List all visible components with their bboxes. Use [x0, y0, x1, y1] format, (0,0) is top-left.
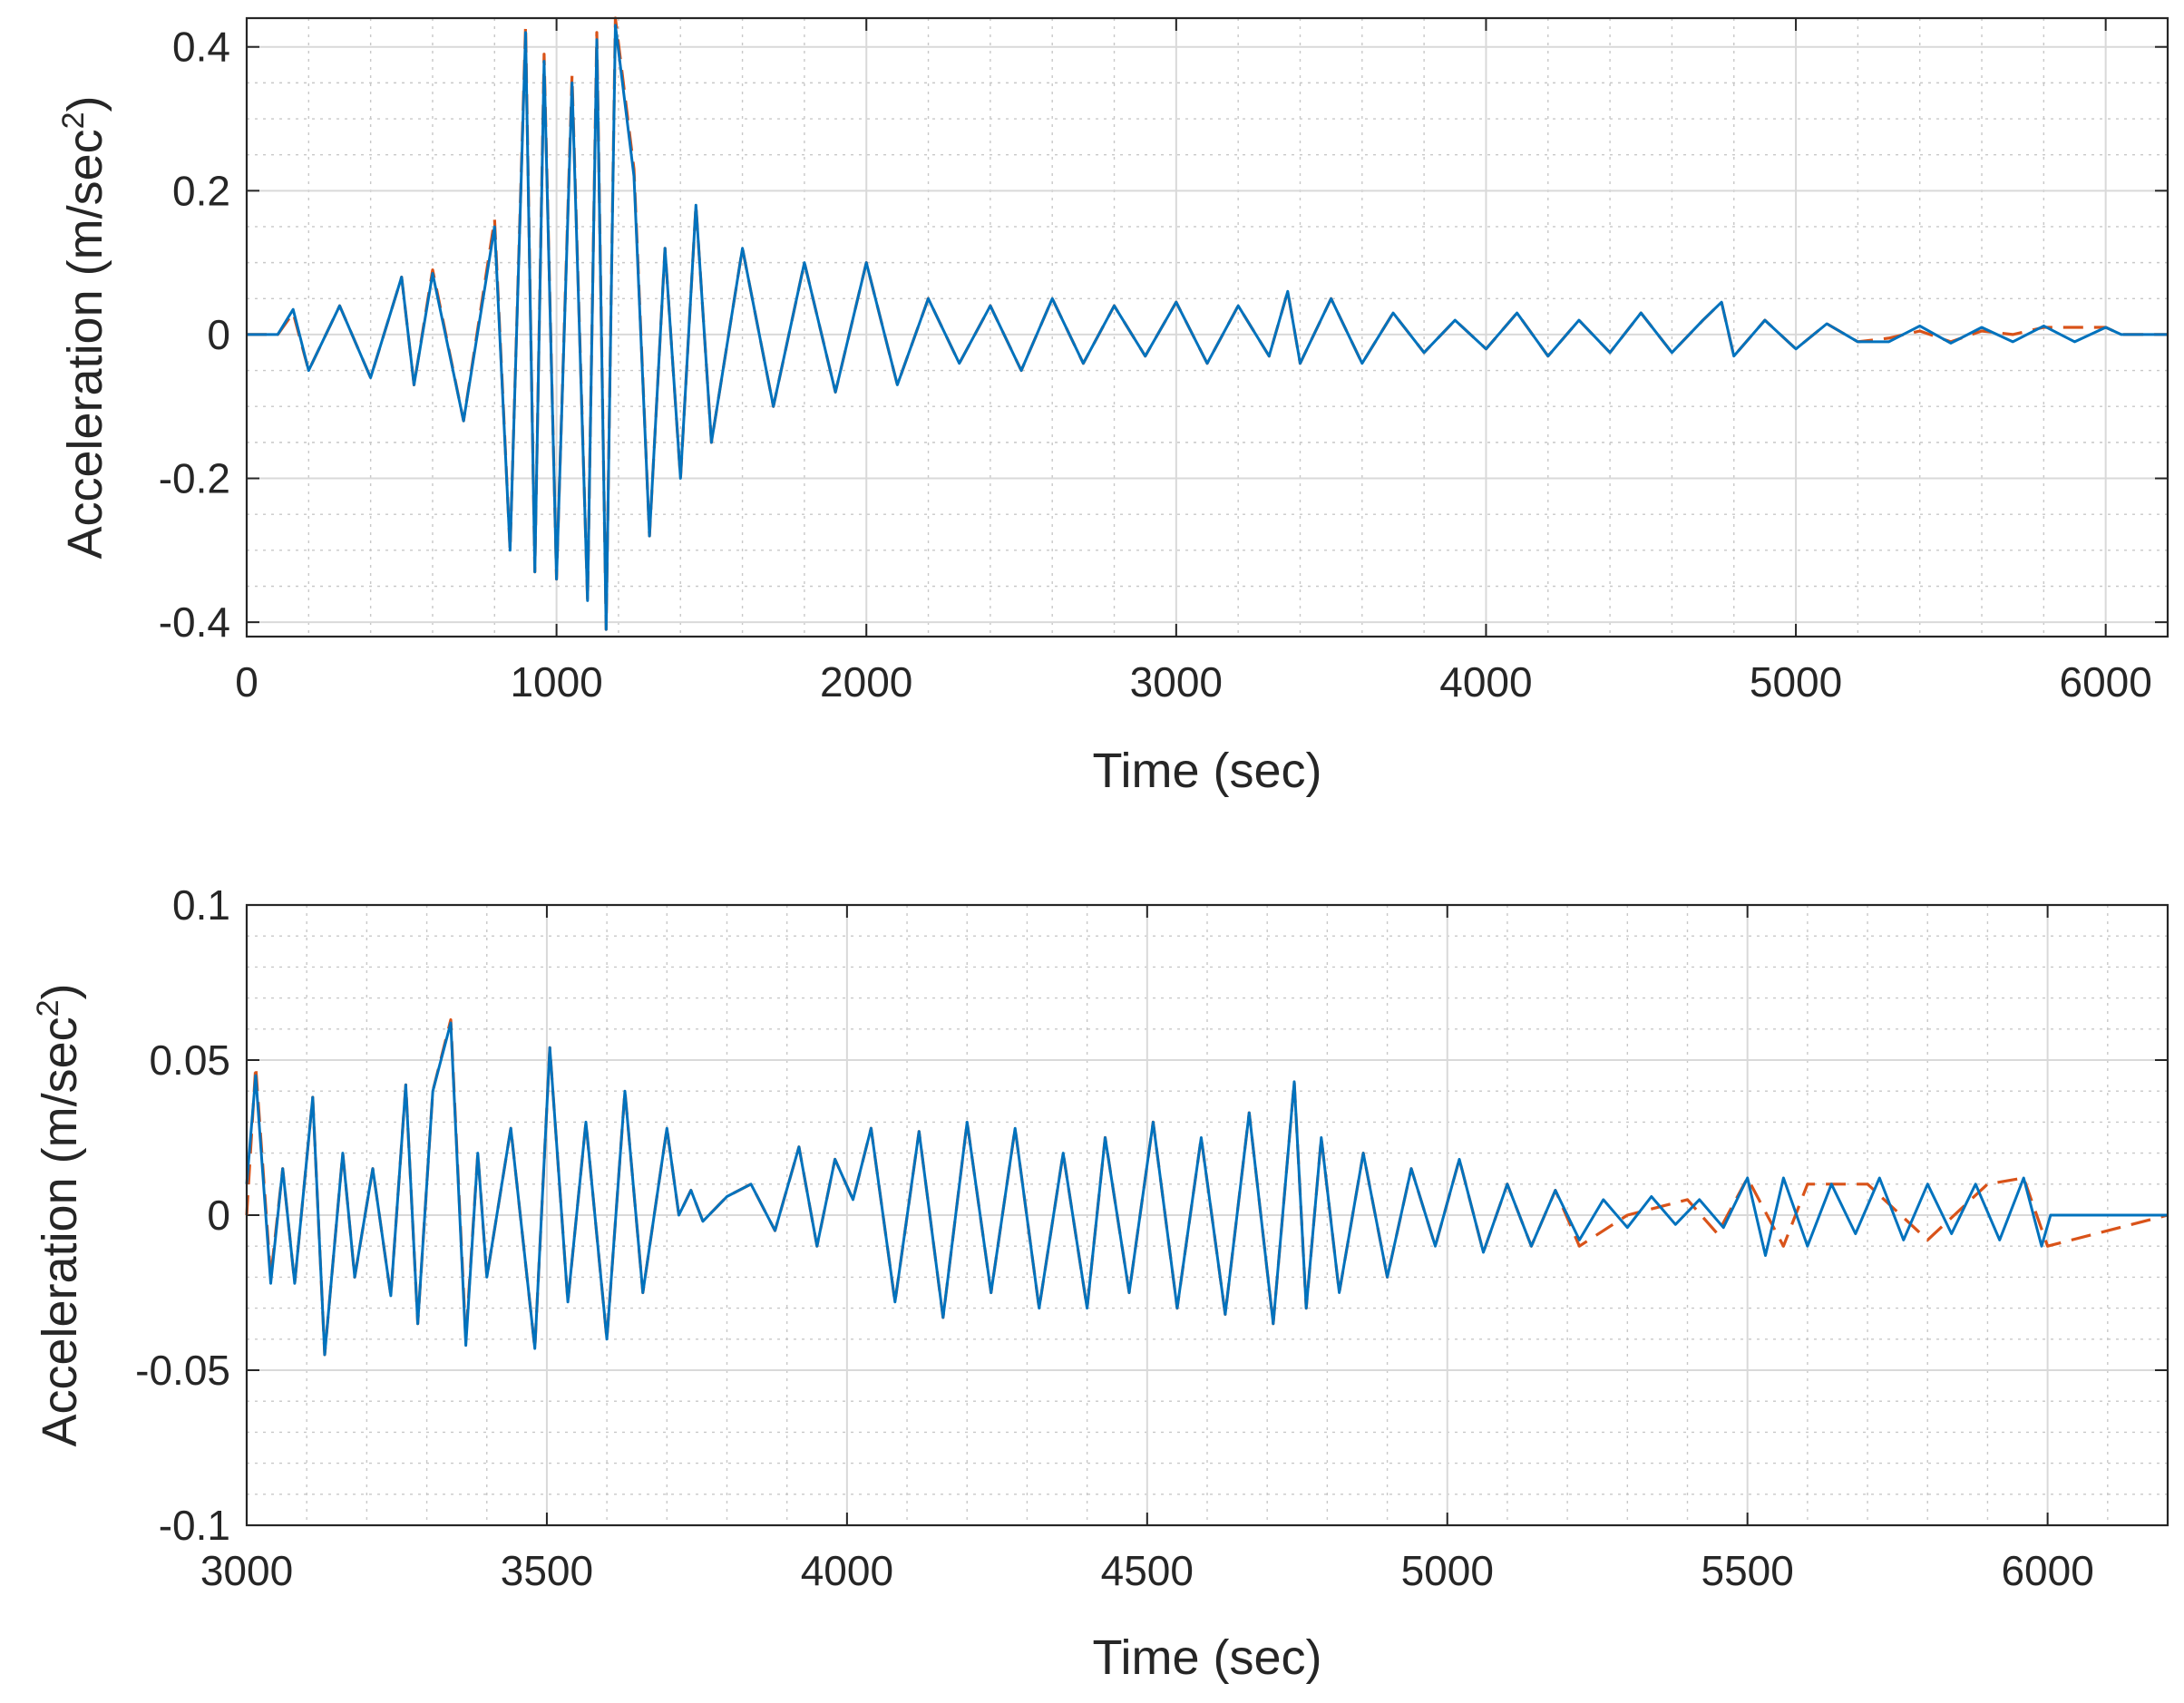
x-tick-label: 1000 — [510, 658, 602, 706]
y-tick-label: 0.05 — [149, 1036, 230, 1084]
top-chart-axes-box — [245, 16, 2169, 638]
bottom-chart-y-axis-label-main: Acceleration (m/sec — [33, 1017, 87, 1446]
x-tick-label: 0 — [235, 658, 258, 706]
y-tick-label: -0.2 — [159, 455, 230, 502]
top-chart-x-axis-label: Time (sec) — [1093, 744, 1322, 798]
top-chart-y-axis-label-main: Acceleration (m/sec — [58, 129, 112, 559]
y-tick-label: 0.4 — [172, 24, 230, 71]
y-tick-label: -0.1 — [159, 1502, 230, 1549]
y-tick-label: -0.05 — [135, 1347, 230, 1394]
y-tick-label: 0.1 — [172, 881, 230, 929]
x-tick-label: 4000 — [1439, 658, 1532, 706]
top-chart-background — [247, 18, 2168, 637]
x-tick-label: 5000 — [1750, 658, 1842, 706]
bottom-chart-tick-labels: 3000 3500 4000 4500 5000 5500 6000 -0.1 -0.05 0 0.… — [135, 881, 2094, 1594]
solid-series-line — [245, 1021, 2168, 1357]
bottom-chart: 3000 3500 4000 4500 5000 5500 6000 -0.1 -0.05 0 0.… — [31, 881, 2169, 1685]
x-tick-label: 6000 — [2001, 1547, 2093, 1594]
bottom-chart-y-axis-label: Acceleration (m/sec2) — [31, 983, 87, 1446]
solid-series-line — [247, 24, 2168, 631]
bottom-chart-y-axis-label-sup: 2 — [31, 999, 65, 1017]
x-tick-label: 3500 — [501, 1547, 593, 1594]
x-tick-label: 4000 — [801, 1547, 893, 1594]
x-tick-label: 4500 — [1101, 1547, 1194, 1594]
top-chart-y-axis-label-close: ) — [58, 95, 112, 112]
x-tick-label: 5500 — [1701, 1547, 1794, 1594]
x-tick-label: 2000 — [820, 658, 912, 706]
top-chart-y-axis-label: Acceleration (m/sec2) — [56, 95, 112, 559]
bottom-chart-y-axis-label-close: ) — [33, 983, 87, 999]
top-chart: 0 1000 2000 3000 4000 5000 6000 -0.4 -0.2 0 0.2 0.4… — [56, 16, 2169, 798]
bottom-chart-axes-box — [245, 903, 2169, 1527]
x-tick-label: 3000 — [1130, 658, 1223, 706]
top-chart-series — [247, 16, 2168, 631]
y-tick-label: 0 — [207, 311, 230, 358]
top-chart-y-axis-label-sup: 2 — [56, 112, 91, 129]
x-tick-label: 3000 — [200, 1547, 293, 1594]
x-tick-label: 6000 — [2060, 658, 2152, 706]
x-tick-label: 5000 — [1401, 1547, 1494, 1594]
y-tick-label: 0.2 — [172, 167, 230, 214]
bottom-chart-x-axis-label: Time (sec) — [1093, 1630, 1322, 1685]
y-tick-label: 0 — [207, 1192, 230, 1239]
top-chart-tick-labels: 0 1000 2000 3000 4000 5000 6000 -0.4 -0.2 0 0.2 0.4 — [159, 24, 2152, 706]
bottom-chart-series — [245, 1017, 2169, 1357]
y-tick-label: -0.4 — [159, 598, 230, 646]
